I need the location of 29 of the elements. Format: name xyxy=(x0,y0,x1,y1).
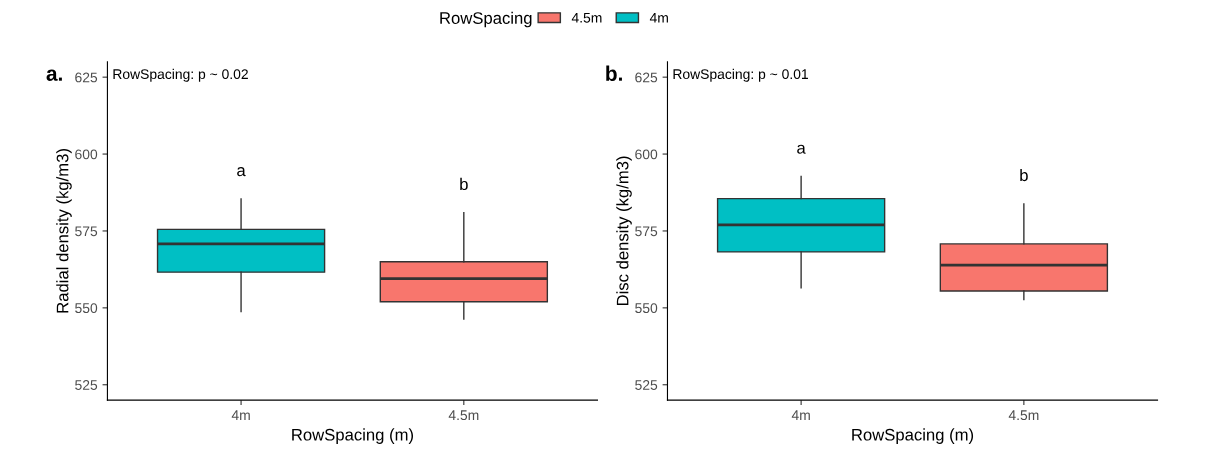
y-tick-label: 575 xyxy=(635,226,658,237)
y-tick-label: 625 xyxy=(635,72,658,83)
y-tick-label: 525 xyxy=(635,380,658,390)
annotation: b xyxy=(460,177,468,191)
y-tick-label: 625 xyxy=(75,72,98,83)
annotation: RowSpacing: p ~ 0.02 xyxy=(113,68,248,82)
legend-label: 4.5m xyxy=(571,13,602,23)
annotation: a xyxy=(237,167,246,177)
legend-title: RowSpacing xyxy=(440,11,532,28)
annotation: b xyxy=(1020,168,1028,182)
text: a. xyxy=(46,69,62,81)
x-tick-label: 4m xyxy=(791,410,810,420)
legend-label: 4m xyxy=(649,13,668,23)
x-axis-title: RowSpacing (m) xyxy=(292,428,413,444)
annotation: a xyxy=(797,144,806,154)
y-axis-title: Radial density (kg/m3) xyxy=(56,149,72,313)
x-tick-label: 4m xyxy=(231,410,250,420)
x-tick-label: 4.5m xyxy=(448,410,479,421)
y-tick-label: 600 xyxy=(75,149,98,160)
annotation: RowSpacing: p ~ 0.01 xyxy=(673,68,808,82)
y-tick-label: 550 xyxy=(635,303,658,314)
y-tick-label: 525 xyxy=(75,380,98,390)
y-tick-label: 575 xyxy=(75,226,98,237)
y-axis-title: Disc density (kg/m3) xyxy=(616,156,632,306)
x-axis-title: RowSpacing (m) xyxy=(852,428,974,444)
y-tick-label: 550 xyxy=(75,303,98,314)
x-tick-label: 4.5m xyxy=(1008,410,1039,421)
text: b. xyxy=(606,65,622,81)
y-tick-label: 600 xyxy=(635,149,658,160)
